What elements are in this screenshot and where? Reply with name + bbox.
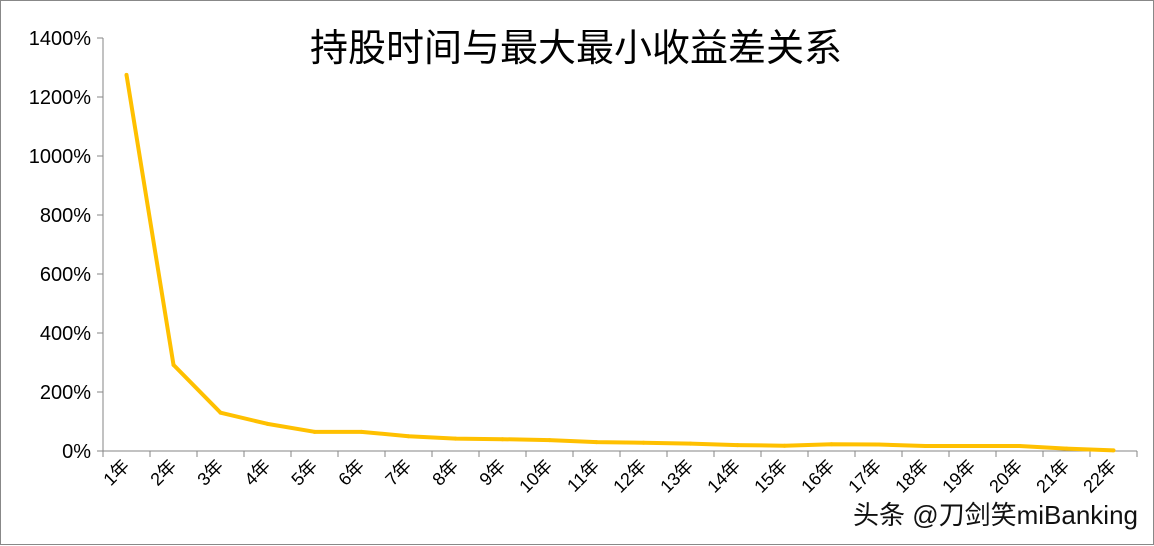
x-tick-label: 13年 bbox=[656, 456, 697, 497]
y-tick-label: 1400% bbox=[29, 28, 91, 50]
data-point bbox=[500, 437, 505, 442]
x-tick-label: 12年 bbox=[609, 456, 650, 497]
x-tick-label: 18年 bbox=[891, 456, 932, 497]
data-point bbox=[594, 440, 599, 445]
x-tick-label: 15年 bbox=[750, 456, 791, 497]
data-point bbox=[641, 440, 646, 445]
data-point bbox=[265, 421, 270, 426]
series-group bbox=[124, 72, 1116, 453]
data-point bbox=[876, 442, 881, 447]
data-point bbox=[688, 441, 693, 446]
data-point bbox=[923, 443, 928, 448]
x-tick-label: 17年 bbox=[844, 456, 885, 497]
data-point bbox=[453, 436, 458, 441]
data-point bbox=[1111, 448, 1116, 453]
x-tick-label: 5年 bbox=[287, 456, 321, 490]
data-point bbox=[547, 438, 552, 443]
data-point bbox=[171, 362, 176, 367]
x-tick-label: 8年 bbox=[428, 456, 462, 490]
data-point bbox=[1017, 443, 1022, 448]
data-point bbox=[359, 429, 364, 434]
data-point bbox=[124, 72, 129, 77]
y-tick-label: 0% bbox=[62, 441, 91, 463]
data-point bbox=[782, 443, 787, 448]
y-tick-label: 1000% bbox=[29, 146, 91, 168]
data-point bbox=[970, 443, 975, 448]
data-point bbox=[1064, 446, 1069, 451]
y-tick-label: 400% bbox=[40, 323, 91, 345]
data-point bbox=[735, 443, 740, 448]
x-tick-label: 2年 bbox=[146, 456, 180, 490]
y-tick-label: 1200% bbox=[29, 87, 91, 109]
x-tick-label: 22年 bbox=[1079, 456, 1120, 497]
y-tick-label: 600% bbox=[40, 264, 91, 286]
x-axis-ticks: 1年 2年 3年 4年 5年 6年 7年 8年 9年 10年 11年 12年 13年 14年 15年 16年 1… bbox=[99, 451, 1138, 497]
y-tick-label: 800% bbox=[40, 205, 91, 227]
x-tick-label: 21年 bbox=[1032, 456, 1073, 497]
x-tick-label: 19年 bbox=[938, 456, 979, 497]
x-tick-label: 16年 bbox=[797, 456, 838, 497]
x-tick-label: 3年 bbox=[193, 456, 227, 490]
data-point bbox=[312, 429, 317, 434]
data-point bbox=[406, 434, 411, 439]
x-tick-label: 11年 bbox=[563, 456, 603, 496]
y-tick-label: 200% bbox=[40, 382, 91, 404]
watermark-text: 头条 @刀剑笑miBanking bbox=[853, 500, 1138, 530]
x-tick-label: 10年 bbox=[515, 456, 556, 497]
x-tick-label: 20年 bbox=[985, 456, 1026, 497]
x-tick-label: 4年 bbox=[240, 456, 274, 490]
series-line bbox=[124, 74, 1114, 453]
data-point bbox=[218, 410, 223, 415]
x-tick-label: 1年 bbox=[99, 456, 133, 490]
x-tick-label: 6年 bbox=[334, 456, 368, 490]
chart-title: 持股时间与最大最小收益差关系 bbox=[310, 26, 842, 70]
x-tick-label: 7年 bbox=[381, 456, 415, 490]
x-tick-label: 14年 bbox=[703, 456, 744, 497]
data-point bbox=[829, 442, 834, 447]
x-tick-label: 9年 bbox=[475, 456, 509, 490]
y-axis-ticks: 0% 200% 400% 600% 800% 1000% 1200% 1400% bbox=[29, 28, 103, 463]
